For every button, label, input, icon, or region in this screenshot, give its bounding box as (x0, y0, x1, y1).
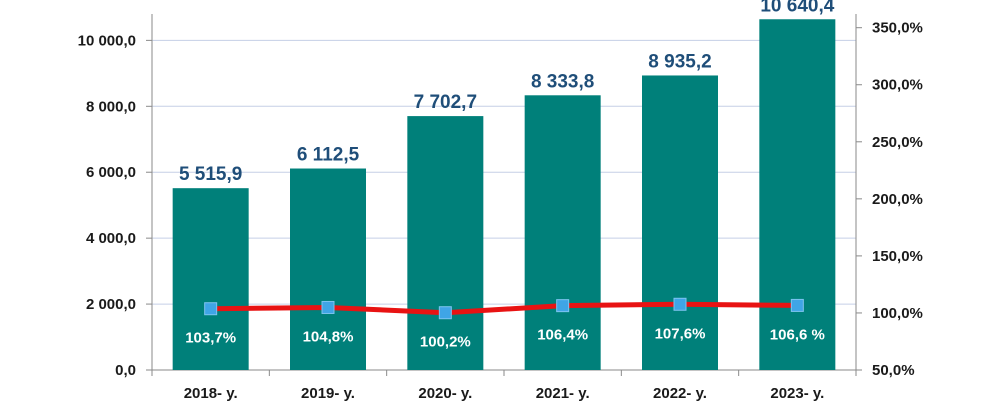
category-labels: 2018- y. 2019- y. 2020- y. 2021- y. 2022- y.… (151, 370, 857, 402)
line-value-label: 106,4% (537, 327, 588, 344)
right-tick-label: 250,0% (872, 134, 923, 151)
category-label: 2019- y. (301, 385, 355, 402)
left-tick-label: 10 000,0 (78, 32, 136, 49)
left-tick-label: 0,0 (115, 362, 136, 379)
line-marker (204, 302, 218, 316)
left-tick-label: 2 000,0 (86, 296, 136, 313)
line-series (204, 297, 804, 320)
left-tick-label: 6 000,0 (86, 164, 136, 181)
line-value-label: 107,6% (655, 325, 706, 342)
category-label: 2020- y. (418, 385, 472, 402)
bar (759, 19, 836, 370)
growth-line (208, 301, 800, 316)
right-tick-label: 350,0% (872, 20, 923, 37)
bar (172, 188, 249, 370)
bar-value-label: 7 702,7 (414, 92, 477, 113)
bar (407, 116, 484, 370)
gridlines (151, 14, 857, 371)
line-marker (321, 300, 335, 314)
left-tick-label: 8 000,0 (86, 98, 136, 115)
bar (642, 75, 718, 370)
bar-series (172, 19, 836, 370)
bar-data-labels: 5 515,9 6 112,5 7 702,7 8 333,8 8 935,2 10 64… (179, 0, 835, 185)
right-tick-label: 50,0% (872, 362, 915, 379)
bar (524, 95, 601, 370)
line-value-label: 106,6 % (770, 326, 825, 343)
line-marker (438, 306, 452, 320)
right-tick-label: 300,0% (872, 77, 923, 94)
category-label: 2023- y. (770, 385, 824, 402)
line-value-label: 100,2% (420, 334, 471, 351)
line-marker (673, 297, 687, 311)
bar-value-label: 6 112,5 (297, 145, 360, 166)
bar (290, 168, 366, 370)
bar-value-label: 10 640,4 (760, 0, 834, 16)
right-tick-label: 100,0% (872, 305, 923, 322)
line-data-labels: 103,7% 104,8% 100,2% 106,4% 107,6% 106,6 % (185, 325, 825, 350)
right-tick-label: 200,0% (872, 191, 923, 208)
category-label: 2021- y. (536, 385, 590, 402)
left-axis-ticks: 0,0 2 000,0 4 000,0 6 000,0 8 000,0 10 000,0 (78, 32, 152, 379)
category-label: 2022- y. (653, 385, 707, 402)
right-tick-label: 150,0% (872, 248, 923, 265)
line-marker (790, 298, 804, 312)
bar-value-label: 5 515,9 (179, 164, 242, 185)
left-tick-label: 4 000,0 (86, 230, 136, 247)
bar-value-label: 8 935,2 (648, 51, 711, 72)
bar-value-label: 8 333,8 (531, 71, 594, 92)
category-label: 2018- y. (184, 385, 238, 402)
line-value-label: 104,8% (303, 328, 354, 345)
line-value-label: 103,7% (185, 330, 236, 347)
line-marker (556, 299, 570, 313)
right-axis-ticks: 50,0% 100,0% 150,0% 200,0% 250,0% 300,0% 350,0… (856, 20, 923, 379)
